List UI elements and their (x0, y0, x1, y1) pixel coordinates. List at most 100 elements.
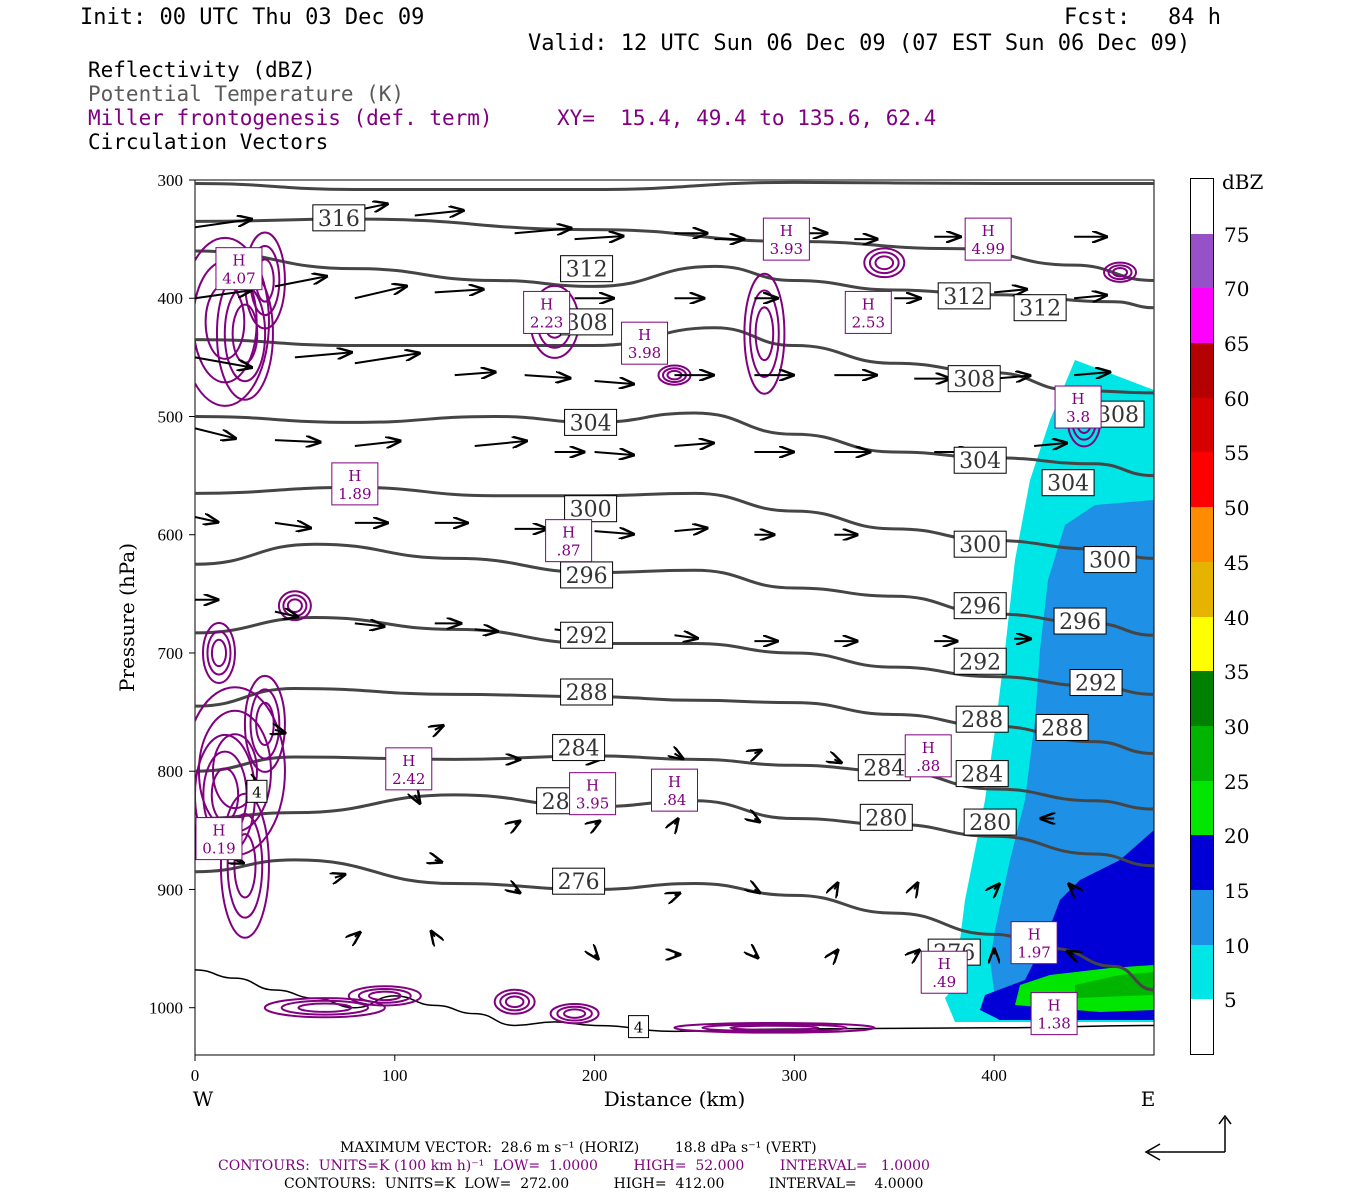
reflectivity-colorbar (1190, 178, 1214, 1055)
legend-xy-range: XY= 15.4, 49.4 to 135.6, 62.4 (557, 106, 937, 130)
svg-text:288: 288 (566, 681, 608, 706)
forecast-label: Fcst: (1064, 5, 1131, 30)
fronto-contour-14-0 (1103, 261, 1138, 283)
contour-label-layer: 316 312 312 312 308 308 308 304 304 304 300 300 300 2… (195, 204, 1145, 1039)
theta-label-0: 316 (312, 204, 366, 232)
fronto-max-3: H3.93 (762, 217, 810, 261)
fronto-contour-18-2 (729, 1024, 820, 1031)
colorbar-label-15: 15 (1224, 878, 1250, 903)
colorbar-label-25: 25 (1224, 769, 1250, 794)
fronto-contour-7-0 (201, 621, 236, 684)
svg-text:3.98: 3.98 (628, 344, 661, 362)
theta-contour-300-5 (195, 485, 1154, 560)
colorbar-label-65: 65 (1224, 332, 1250, 357)
svg-text:2.42: 2.42 (392, 770, 425, 788)
circulation-vector-76 (754, 819, 759, 822)
theta-label-28: 276 (552, 867, 606, 895)
theta-label-14: 296 (953, 592, 1007, 620)
circulation-vector-88 (355, 933, 360, 937)
svg-text:312: 312 (1019, 297, 1061, 322)
svg-text:H: H (1072, 390, 1085, 408)
svg-text:316: 316 (318, 207, 360, 232)
colorbar-label-55: 55 (1224, 441, 1250, 466)
footer-max-vector: MAXIMUM VECTOR: 28.6 m s⁻¹ (HORIZ) 18.8 … (340, 1140, 817, 1156)
fronto-contour-16-0 (263, 997, 386, 1019)
circulation-vector-50 (674, 528, 707, 531)
circulation-vector-23 (354, 353, 419, 365)
circulation-vector-75 (675, 819, 678, 824)
svg-text:292: 292 (566, 624, 608, 649)
svg-text:H: H (540, 295, 553, 313)
svg-text:3.8: 3.8 (1066, 408, 1090, 426)
circulation-vector-81 (515, 889, 520, 892)
svg-text:H: H (922, 739, 935, 757)
svg-text:H: H (1048, 997, 1061, 1015)
fronto-contour-7-2 (210, 638, 228, 668)
svg-text:H: H (402, 752, 415, 770)
circulation-vector-90 (595, 954, 598, 958)
colorbar-unit: dBZ (1222, 170, 1264, 194)
fronto-max-14: H1.97 (1010, 921, 1058, 965)
fronto-contour-11-2 (504, 995, 525, 1009)
circulation-vector-21 (195, 356, 251, 367)
fronto-contour-19-1 (556, 1005, 593, 1022)
fronto-contour-0-0 (195, 236, 270, 407)
circulation-vector-36 (474, 441, 526, 446)
svg-text:296: 296 (959, 595, 1001, 620)
legend-potential-temperature: Potential Temperature (K) (88, 82, 405, 106)
fronto-max-12: H.88 (904, 734, 952, 778)
fronto-contour-3-2 (211, 733, 258, 810)
circulation-vector-80 (435, 860, 441, 862)
svg-text:284: 284 (558, 737, 600, 762)
svg-text:4.99: 4.99 (971, 240, 1004, 258)
fronto-contour-6-0 (219, 792, 270, 939)
svg-text:280: 280 (969, 811, 1011, 836)
svg-text:284: 284 (961, 763, 1003, 788)
colorbar-label-30: 30 (1224, 714, 1250, 739)
svg-text:300: 300 (570, 498, 612, 523)
fronto-contour-17-2 (367, 990, 402, 1002)
y-tick-label-800: 800 (158, 762, 184, 781)
svg-text:.84: .84 (663, 791, 687, 809)
fronto-max-5: H4.99 (964, 217, 1012, 261)
colorbar-segment-7 (1191, 561, 1213, 617)
circulation-vector-layer (195, 204, 1109, 958)
legend-reflectivity: Reflectivity (dBZ) (88, 58, 316, 82)
theta-label-18: 292 (1069, 669, 1123, 697)
fronto-contour-17-1 (357, 987, 412, 1004)
colorbar-label-40: 40 (1224, 605, 1250, 630)
fronto-contour-13-1 (868, 251, 900, 275)
svg-text:288: 288 (961, 708, 1003, 733)
circulation-vector-24 (454, 372, 495, 375)
fronto-contour-6-1 (226, 812, 264, 919)
svg-text:1.89: 1.89 (338, 485, 371, 503)
fronto-contour-18-1 (701, 1023, 848, 1033)
y-tick-label-400: 400 (158, 289, 184, 308)
circulation-vector-69 (754, 750, 760, 753)
svg-text:312: 312 (943, 285, 985, 310)
x-tick-label-300: 300 (782, 1066, 808, 1085)
circulation-vector-26 (594, 381, 633, 384)
svg-text:H: H (862, 295, 875, 313)
svg-text:H: H (1028, 926, 1041, 944)
circulation-vector-45 (274, 523, 310, 528)
theta-label-9: 304 (1041, 469, 1095, 497)
fronto-max-15: H.49 (920, 950, 968, 994)
circulation-vector-94 (914, 950, 919, 954)
fronto-contour-16-1 (280, 999, 370, 1016)
theta-contour-296-6 (195, 542, 1154, 637)
theta-label-2: 312 (937, 282, 991, 310)
circulation-vector-39 (674, 443, 713, 446)
svg-text:4: 4 (634, 1019, 644, 1037)
colorbar-segment-6 (1191, 507, 1213, 562)
colorbar-segment-10 (1191, 725, 1213, 781)
svg-text:0.19: 0.19 (202, 840, 235, 858)
colorbar-segment-0 (1191, 179, 1213, 234)
circulation-vector-96 (1068, 951, 1074, 954)
circulation-vector-19 (994, 289, 1026, 292)
circulation-vector-84 (834, 883, 837, 889)
circulation-vector-85 (914, 883, 917, 889)
theta-contour-316-0 (195, 180, 1154, 191)
circulation-vector-35 (354, 441, 400, 446)
svg-text:308: 308 (953, 368, 995, 393)
